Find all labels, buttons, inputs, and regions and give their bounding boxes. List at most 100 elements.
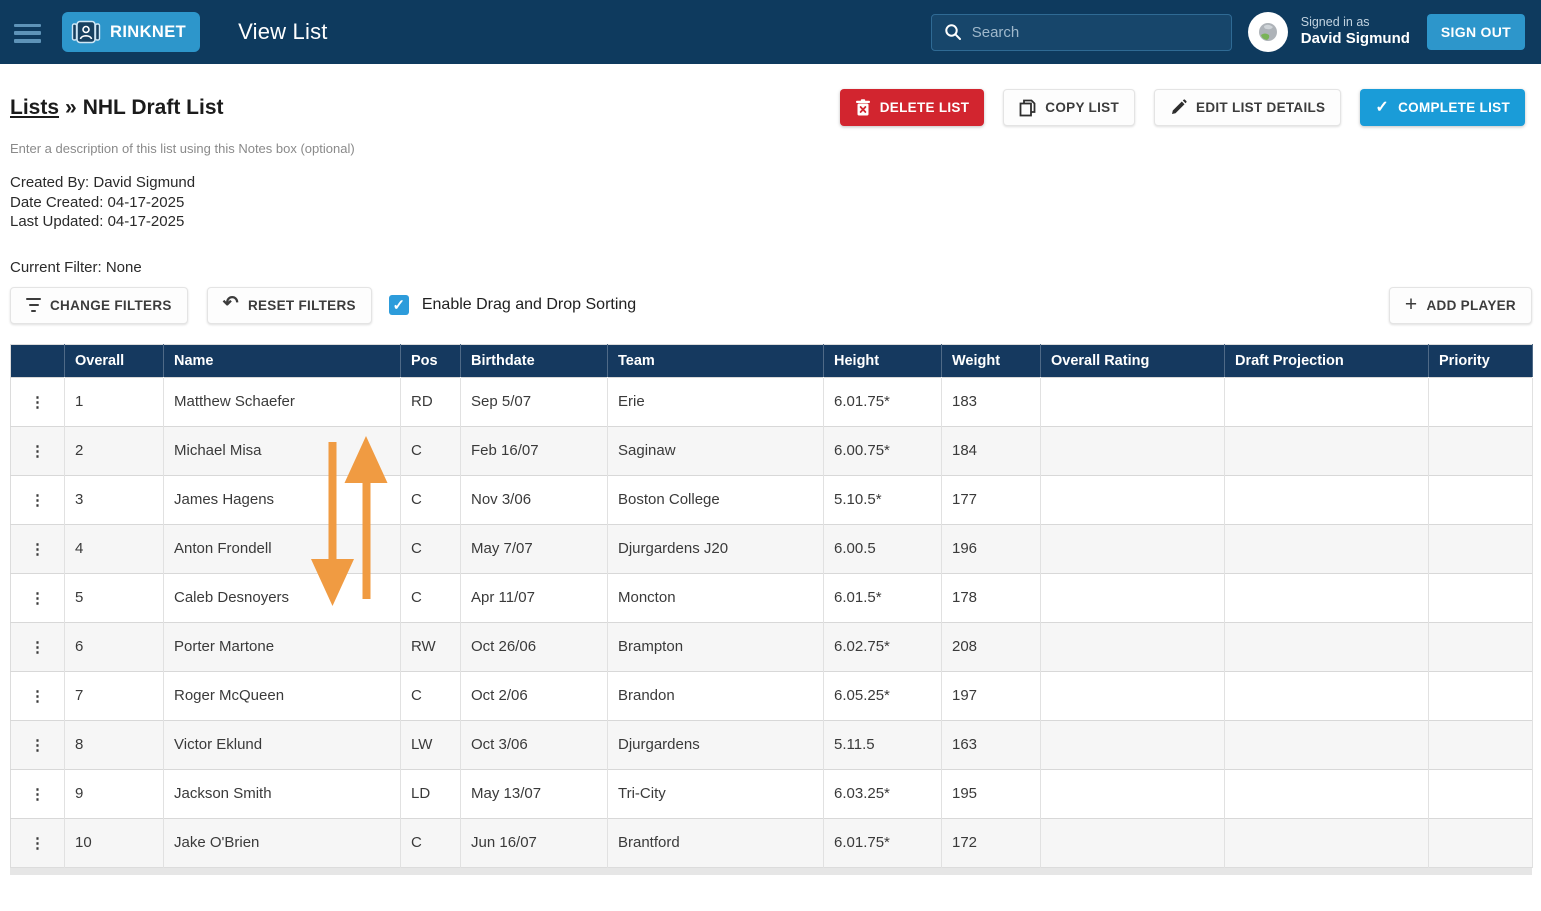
cell-weight: 196 [941, 523, 1041, 573]
cell-pos: C [400, 572, 461, 622]
check-icon: ✓ [1375, 98, 1390, 116]
cell-pos: LW [400, 719, 461, 769]
header-overall[interactable]: Overall [64, 344, 164, 377]
avatar[interactable] [1247, 12, 1288, 52]
cell-draft-projection [1224, 817, 1429, 867]
sign-out-button[interactable]: SIGN OUT [1426, 14, 1525, 50]
cell-overall-rating [1040, 719, 1225, 769]
cell-pos: C [400, 817, 461, 867]
cell-weight: 184 [941, 425, 1041, 475]
breadcrumb: Lists» NHL Draft List [10, 96, 224, 120]
signed-in-label: Signed in as [1300, 14, 1370, 29]
cell-birthdate: Jun 16/07 [460, 817, 608, 867]
table-row: ⋮ 2 Michael Misa C Feb 16/07 Saginaw 6.00.75* 1… [10, 425, 1533, 475]
cell-overall: 1 [64, 376, 164, 426]
undo-icon: ↶ [222, 293, 239, 314]
cell-name: Roger McQueen [163, 670, 401, 720]
cell-overall: 9 [64, 768, 164, 818]
drag-drop-sorting-toggle[interactable]: ✓ Enable Drag and Drop Sorting [388, 295, 636, 315]
cell-team: Erie [607, 376, 824, 426]
cell-draft-projection [1224, 523, 1429, 573]
search-box[interactable] [930, 13, 1232, 51]
copy-icon [1019, 99, 1036, 117]
copy-list-button[interactable]: COPY LIST [1003, 89, 1136, 126]
cell-birthdate: May 13/07 [460, 768, 608, 818]
player-table-container: Overall Name Pos Birthdate Team Height W… [10, 343, 1533, 875]
cell-priority [1428, 768, 1533, 818]
header-weight[interactable]: Weight [941, 344, 1041, 377]
breadcrumb-lists-link[interactable]: Lists [10, 95, 60, 119]
horizontal-scrollbar[interactable] [10, 867, 1532, 875]
cell-overall: 6 [64, 621, 164, 671]
cell-height: 6.02.75* [823, 621, 942, 671]
header-pos[interactable]: Pos [400, 344, 461, 377]
cell-draft-projection [1224, 376, 1429, 426]
cell-overall-rating [1040, 474, 1225, 524]
header-team[interactable]: Team [607, 344, 824, 377]
table-row: ⋮ 9 Jackson Smith LD May 13/07 Tri-City 6.03.2… [10, 768, 1533, 818]
cell-priority [1428, 719, 1533, 769]
table-row: ⋮ 6 Porter Martone RW Oct 26/06 Brampton 6.02.… [10, 621, 1533, 671]
header-drag-handle [10, 344, 65, 377]
cell-name: Anton Frondell [163, 523, 401, 573]
table-row: ⋮ 1 Matthew Schaefer RD Sep 5/07 Erie 6.01.75*… [10, 376, 1533, 426]
delete-list-button[interactable]: DELETE LIST [839, 89, 985, 126]
header-name[interactable]: Name [163, 344, 401, 377]
cell-overall-rating [1040, 523, 1225, 573]
cell-team: Tri-City [607, 768, 824, 818]
cell-name: James Hagens [163, 474, 401, 524]
drag-handle-icon[interactable]: ⋮ [10, 425, 65, 475]
search-input[interactable] [971, 23, 1219, 41]
cell-draft-projection [1224, 425, 1429, 475]
list-action-buttons: DELETE LIST COPY LIST [839, 89, 1532, 126]
add-player-button[interactable]: + ADD PLAYER [1388, 286, 1532, 324]
top-navigation-bar: RINKNET View List Signed in as David Sig… [0, 0, 1541, 64]
cell-draft-projection [1224, 474, 1429, 524]
pencil-icon [1170, 99, 1187, 116]
drag-handle-icon[interactable]: ⋮ [10, 621, 65, 671]
menu-icon[interactable] [14, 23, 41, 43]
edit-list-details-button[interactable]: EDIT LIST DETAILS [1154, 89, 1342, 126]
header-priority[interactable]: Priority [1428, 344, 1533, 377]
cell-pos: RD [400, 376, 461, 426]
cell-priority [1428, 670, 1533, 720]
rinknet-logo[interactable]: RINKNET [62, 12, 201, 52]
breadcrumb-separator: » [65, 95, 77, 119]
drag-handle-icon[interactable]: ⋮ [10, 572, 65, 622]
table-row: ⋮ 3 James Hagens C Nov 3/06 Boston College 5.1… [10, 474, 1533, 524]
drag-handle-icon[interactable]: ⋮ [10, 376, 65, 426]
list-metadata: Created By: David Sigmund Date Created: … [10, 173, 1532, 232]
cell-overall-rating [1040, 572, 1225, 622]
header-overall-rating[interactable]: Overall Rating [1040, 344, 1225, 377]
cell-overall: 8 [64, 719, 164, 769]
drag-handle-icon[interactable]: ⋮ [10, 523, 65, 573]
header-birthdate[interactable]: Birthdate [460, 344, 608, 377]
cell-overall-rating [1040, 621, 1225, 671]
checkbox-checked-icon[interactable]: ✓ [388, 295, 409, 315]
cell-height: 6.01.75* [823, 376, 942, 426]
cell-priority [1428, 425, 1533, 475]
cell-name: Michael Misa [163, 425, 401, 475]
cell-pos: RW [400, 621, 461, 671]
search-icon [944, 23, 962, 41]
drag-handle-icon[interactable]: ⋮ [10, 719, 65, 769]
cell-height: 6.05.25* [823, 670, 942, 720]
cell-pos: C [400, 425, 461, 475]
drag-handle-icon[interactable]: ⋮ [10, 474, 65, 524]
signed-in-block: Signed in as David Sigmund [1301, 15, 1410, 49]
cell-overall-rating [1040, 768, 1225, 818]
drag-handle-icon[interactable]: ⋮ [10, 768, 65, 818]
last-updated: Last Updated: 04-17-2025 [10, 213, 185, 230]
drag-handle-icon[interactable]: ⋮ [10, 817, 65, 867]
change-filters-button[interactable]: CHANGE FILTERS [10, 286, 188, 324]
globe-avatar-icon [1258, 23, 1277, 41]
notes-placeholder[interactable]: Enter a description of this list using t… [10, 141, 355, 156]
cell-pos: C [400, 670, 461, 720]
header-height[interactable]: Height [823, 344, 942, 377]
cell-birthdate: Oct 2/06 [460, 670, 608, 720]
header-draft-projection[interactable]: Draft Projection [1224, 344, 1429, 377]
complete-list-button[interactable]: ✓ COMPLETE LIST [1360, 89, 1525, 126]
filter-icon [26, 297, 41, 313]
drag-handle-icon[interactable]: ⋮ [10, 670, 65, 720]
reset-filters-button[interactable]: ↶ RESET FILTERS [206, 286, 372, 324]
